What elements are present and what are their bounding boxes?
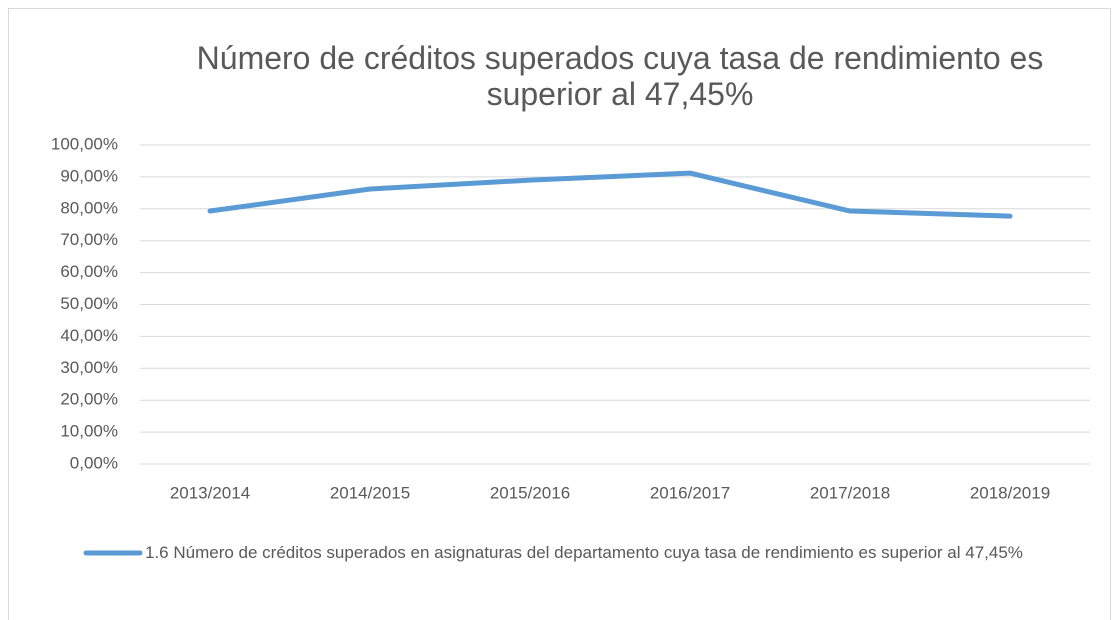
legend-label: 1.6 Número de créditos superados en asig… — [145, 543, 1023, 562]
x-tick-label: 2018/2019 — [970, 483, 1050, 502]
y-tick-label: 10,00% — [60, 422, 118, 441]
x-tick-label: 2016/2017 — [650, 483, 730, 502]
x-tick-label: 2013/2014 — [170, 483, 250, 502]
x-tick-label: 2017/2018 — [810, 483, 890, 502]
chart-title: Número de créditos superados cuya tasa d… — [196, 40, 1044, 112]
y-tick-label: 100,00% — [51, 134, 118, 153]
y-tick-label: 40,00% — [60, 326, 118, 345]
y-tick-label: 0,00% — [70, 453, 118, 472]
x-tick-label: 2014/2015 — [330, 483, 410, 502]
y-tick-label: 60,00% — [60, 262, 118, 281]
y-tick-label: 50,00% — [60, 294, 118, 313]
y-tick-label: 70,00% — [60, 230, 118, 249]
data-line — [207, 170, 1013, 219]
chart-border — [8, 8, 1111, 620]
y-tick-label: 20,00% — [60, 390, 118, 409]
y-tick-label: 80,00% — [60, 198, 118, 217]
y-tick-label: 30,00% — [60, 358, 118, 377]
x-tick-label: 2015/2016 — [490, 483, 570, 502]
y-tick-label: 90,00% — [60, 166, 118, 185]
